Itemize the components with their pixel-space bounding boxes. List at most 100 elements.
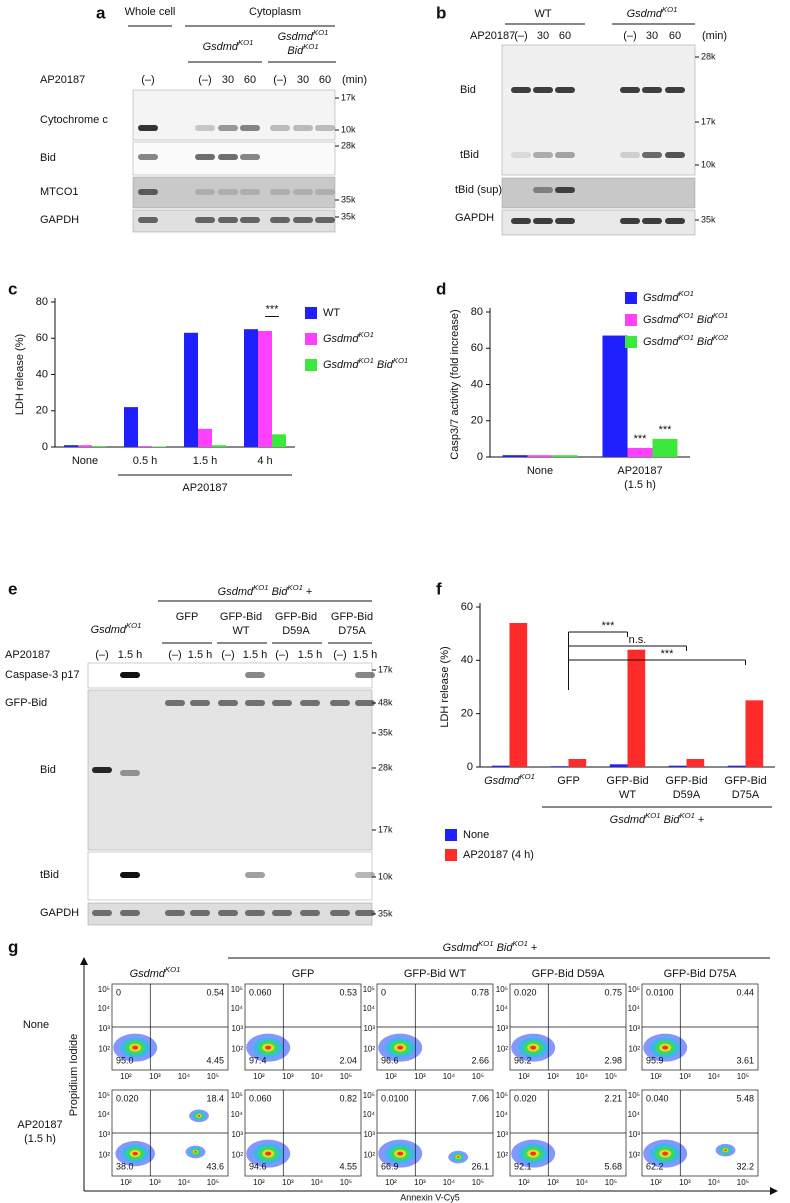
quadrant-value: 0.060 (249, 987, 272, 997)
blot-band (555, 152, 575, 158)
marker-label: 17k (378, 664, 393, 674)
x-tick-label: 10⁴ (443, 1072, 456, 1081)
panel-label: e (8, 579, 17, 598)
blot-band (293, 125, 313, 131)
blot-band (315, 217, 335, 223)
density (197, 1114, 201, 1117)
x-tick-label: 10³ (679, 1178, 691, 1187)
quadrant-value: 5.48 (736, 1093, 754, 1103)
bar (652, 438, 678, 457)
x-tick-label: 10⁵ (737, 1072, 749, 1081)
blot-band (293, 217, 313, 223)
blot-band (120, 872, 140, 878)
lane-label: 30 (646, 30, 658, 42)
blot-strip (501, 177, 696, 209)
x-tick-label: 10² (253, 1178, 265, 1187)
blot-band (92, 767, 112, 773)
x-tick-label: AP20187 (1.5 h) (617, 465, 662, 491)
x-tick-label: 10⁵ (340, 1072, 352, 1081)
y-tick-label: 10³ (231, 1024, 243, 1033)
significance-label: *** (266, 303, 280, 315)
x-tick-label: None (72, 455, 98, 467)
lane-label: (–) (623, 30, 636, 42)
y-tick-label: 10² (231, 1150, 243, 1159)
column-label: GFP-Bid D75A (664, 968, 737, 980)
lane-label: 30 (222, 74, 234, 86)
bar (491, 765, 510, 767)
blot-band (355, 872, 375, 878)
quadrant-value: 3.61 (736, 1055, 754, 1065)
x-tick-label: 10⁵ (207, 1072, 219, 1081)
row-label: GFP-Bid (5, 697, 47, 709)
blot-band (355, 910, 375, 916)
bar (64, 445, 78, 447)
panel-label: f (436, 579, 442, 598)
marker-label: 17k (378, 824, 393, 834)
quadrant-value: 4.45 (206, 1055, 224, 1065)
quadrant-value: 62.2 (646, 1161, 664, 1171)
unit-label: (min) (342, 74, 367, 86)
y-tick-label: 10² (496, 1044, 508, 1053)
x-tick-label: 10⁵ (340, 1178, 352, 1187)
blot-band (293, 189, 313, 195)
x-tick-label: 10² (120, 1072, 132, 1081)
quadrant-value: 94.6 (249, 1161, 267, 1171)
blot-band (138, 217, 158, 223)
blot-band (315, 189, 335, 195)
row-label: tBid (40, 869, 59, 881)
quadrant-value: 7.06 (471, 1093, 489, 1103)
blot-strip (132, 176, 336, 209)
lane-label: 1.5 h (353, 649, 377, 661)
flow-title: GsdmdKO1 BidKO1 + (443, 939, 538, 954)
bar (627, 649, 646, 767)
y-tick-label: 10² (98, 1150, 110, 1159)
treatment-label: AP20187 (470, 30, 515, 42)
blot-band (92, 910, 112, 916)
blot-band (270, 217, 290, 223)
legend-label: GsdmdKO1 BidKO2 (643, 333, 729, 348)
blot-band (665, 152, 685, 158)
marker-label: 35k (341, 211, 356, 221)
x-tick-label: 10⁵ (472, 1178, 484, 1187)
x-tick-label: 10⁴ (311, 1178, 324, 1187)
quadrant-value: 92.1 (514, 1161, 532, 1171)
group-label: GsdmdKO1 BidKO1 (278, 28, 329, 57)
marker-label: 28k (341, 140, 356, 150)
legend-label: GsdmdKO1 BidKO1 (323, 356, 408, 371)
lane-label: (–) (95, 649, 108, 661)
quadrant-value: 4.55 (339, 1161, 357, 1171)
y-tick-label: 10² (98, 1044, 110, 1053)
y-tick-label: 10³ (496, 1024, 508, 1033)
marker-label: 10k (341, 124, 356, 134)
y-axis-label: LDH release (%) (439, 646, 451, 727)
density (397, 1045, 404, 1050)
bar (124, 407, 138, 447)
blot-band (165, 910, 185, 916)
quadrant-value: 0.0100 (381, 1093, 409, 1103)
quadrant-value: 2.04 (339, 1055, 357, 1065)
blot-band (218, 700, 238, 706)
legend-swatch (305, 359, 317, 371)
x-tick-label: GsdmdKO1 (484, 772, 535, 787)
blot-band (218, 910, 238, 916)
blot-band (272, 700, 292, 706)
y-tick-label: 10⁵ (231, 985, 243, 994)
density (397, 1151, 404, 1156)
bar (509, 623, 528, 767)
bar (686, 759, 705, 767)
lane-label: (–) (333, 649, 346, 661)
bar (244, 329, 258, 447)
legend-swatch (305, 333, 317, 345)
legend-label: GsdmdKO1 (323, 330, 374, 345)
x-tick-label: 10⁴ (178, 1072, 191, 1081)
quadrant-value: 0.060 (249, 1093, 272, 1103)
density (530, 1045, 537, 1050)
y-tick-label: 10⁴ (231, 1004, 244, 1013)
x-tick-label: 10³ (149, 1072, 161, 1081)
bar (212, 445, 226, 447)
lane-label: 30 (537, 30, 549, 42)
group-label: GsdmdKO1 (91, 621, 142, 636)
row-label: GAPDH (40, 214, 79, 226)
blot-band (642, 87, 662, 93)
quadrant-value: 0.020 (514, 1093, 537, 1103)
